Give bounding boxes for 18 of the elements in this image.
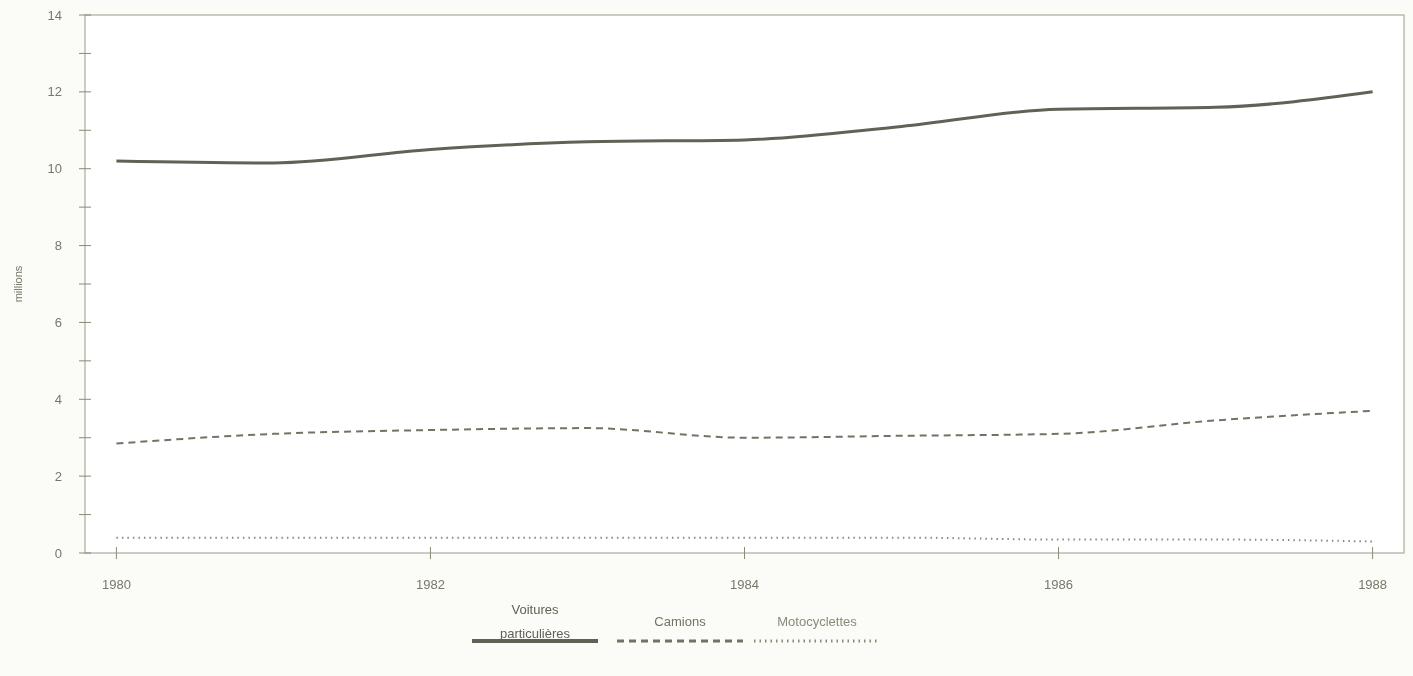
text: Voitures particulières [499, 602, 571, 641]
x-tick-label: 1982 [415, 577, 445, 592]
text: Motocyclettes [777, 614, 858, 629]
x-tick-label: 1988 [1358, 577, 1388, 592]
x-tick-label: 1980 [101, 577, 131, 592]
y-tick-label: 2 [54, 468, 62, 484]
y-axis-title: millions [12, 265, 24, 303]
x-tick-label: 1986 [1044, 577, 1074, 592]
text: Camions [654, 614, 707, 629]
line-series [114, 90, 1375, 165]
y-tick-label: 12 [47, 84, 62, 100]
x-tick-label: 1984 [730, 577, 759, 592]
y-tick-label: 14 [47, 7, 62, 23]
y-tick-label: 0 [54, 545, 62, 561]
y-tick-label: 4 [54, 391, 62, 407]
y-tick-label: 8 [54, 238, 62, 254]
y-tick-label: 10 [47, 161, 62, 177]
y-tick-label: 6 [54, 314, 62, 330]
